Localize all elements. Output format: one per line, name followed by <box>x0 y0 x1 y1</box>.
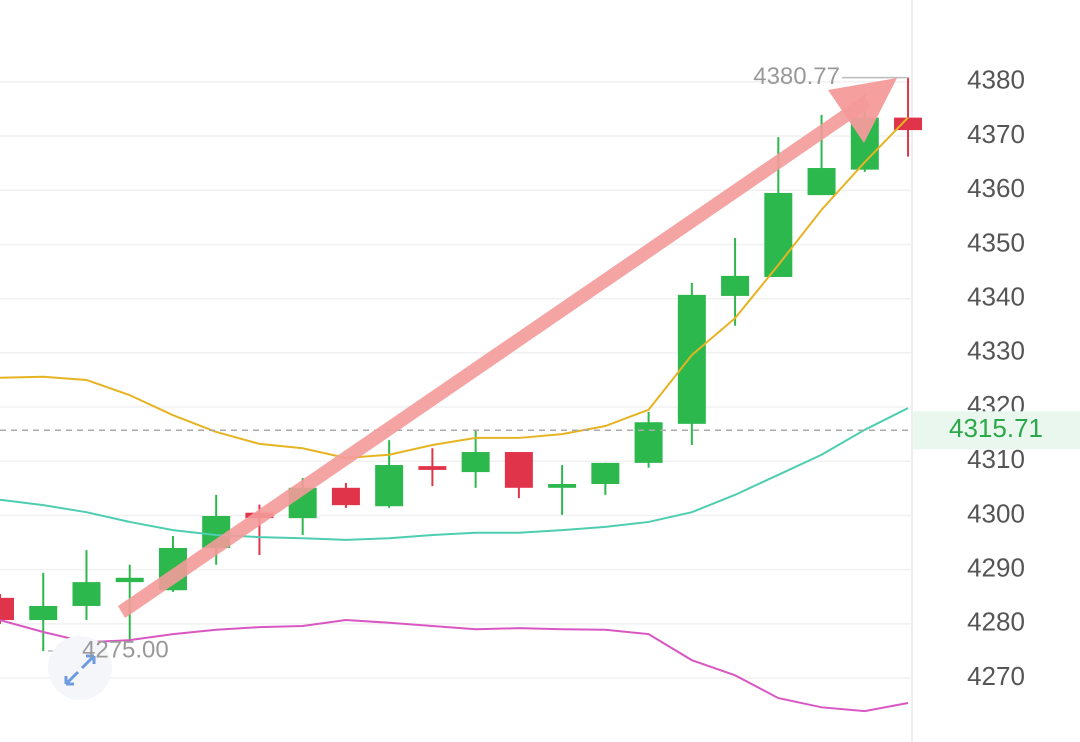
max-marker-label: 4380.77 <box>753 63 840 90</box>
moving-average-line <box>0 116 909 459</box>
candle-body <box>764 192 793 277</box>
trend-arrow-head <box>828 78 897 143</box>
expand-icon <box>48 636 112 700</box>
trend-arrow <box>118 95 870 618</box>
candle-body <box>677 294 706 424</box>
candle-body <box>0 597 14 621</box>
moving-average-line <box>0 619 909 713</box>
y-tick-label: 4300 <box>967 498 1025 528</box>
y-tick-label: 4280 <box>967 607 1025 637</box>
y-tick-label: 4290 <box>967 553 1025 583</box>
candle-body <box>504 452 533 488</box>
candle-body <box>548 484 577 488</box>
last-price-box <box>913 411 1080 450</box>
candle-body <box>591 462 620 485</box>
moving-average-line <box>0 407 909 541</box>
last-price-label: 4315.71 <box>949 413 1043 443</box>
y-tick-label: 4330 <box>967 336 1025 366</box>
candle-body <box>375 465 404 507</box>
candle-body <box>634 422 663 463</box>
candle-body <box>418 466 447 470</box>
y-tick-label: 4370 <box>967 119 1025 149</box>
candle-body <box>461 452 490 473</box>
candle-body <box>331 487 360 506</box>
candle-body <box>72 582 101 606</box>
candle-body <box>894 117 923 131</box>
y-tick-label: 4360 <box>967 173 1025 203</box>
y-tick-label: 4380 <box>967 65 1025 95</box>
y-tick-label: 4270 <box>967 661 1025 691</box>
candle-body <box>807 168 836 196</box>
candle-body <box>115 577 144 583</box>
y-tick-label: 4350 <box>967 227 1025 257</box>
y-tick-label: 4340 <box>967 282 1025 312</box>
candle-body <box>721 275 750 296</box>
min-marker-label: 4275.00 <box>82 636 169 663</box>
candle-body <box>29 605 58 621</box>
